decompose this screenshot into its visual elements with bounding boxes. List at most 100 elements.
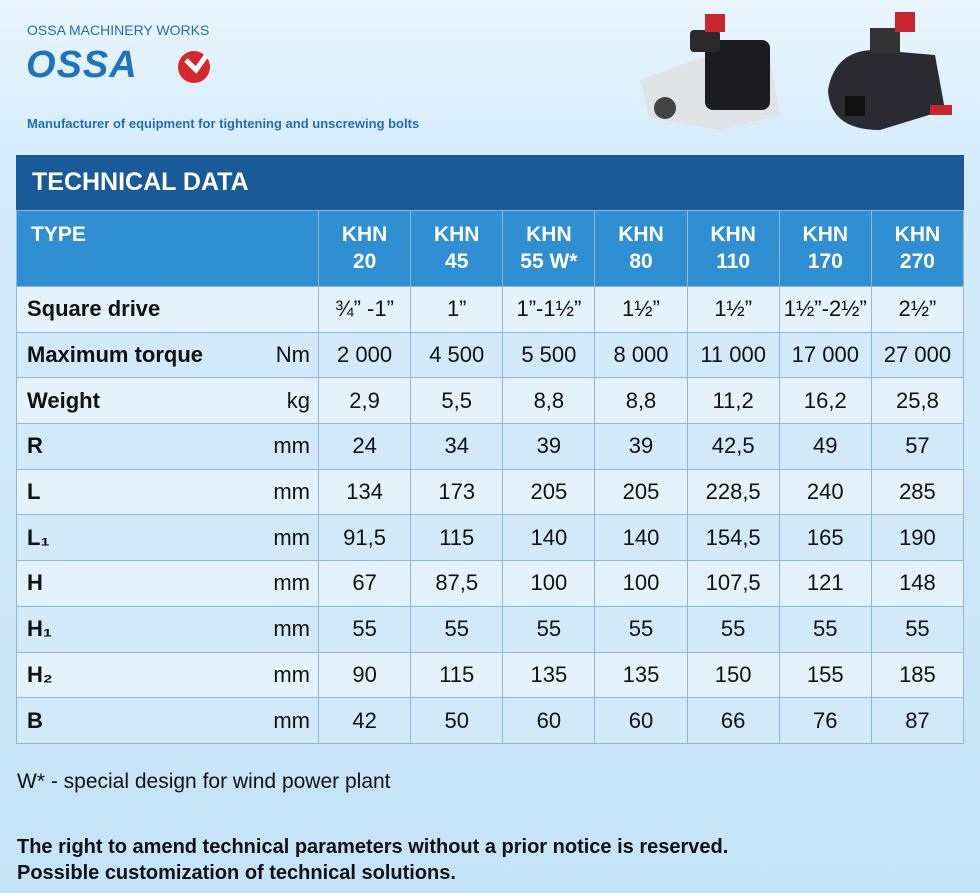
cell: 134 — [318, 468, 412, 516]
cell: 205 — [594, 468, 688, 516]
cell: 205 — [502, 468, 596, 516]
cell: 150 — [686, 651, 780, 699]
cell: 39 — [502, 423, 596, 470]
table-head: TYPE KHN 20 KHN 45 KHN 55 W* KHN 80 KHN 110 KH… — [15, 210, 965, 287]
cell: 42 — [318, 697, 412, 744]
cell: 1½” — [686, 286, 780, 333]
cell: 57 — [870, 423, 965, 470]
cell: 2½” — [870, 286, 965, 333]
cell: 1” — [410, 286, 504, 333]
cell: 8,8 — [594, 377, 688, 425]
column-header: KHN 110 — [686, 210, 780, 287]
row-label: Square drive — [16, 286, 232, 333]
cell: 60 — [502, 697, 596, 744]
cell: 100 — [502, 560, 596, 607]
cell: 11,2 — [686, 377, 780, 425]
cell: 107,5 — [686, 560, 780, 607]
header-row: TYPE KHN 20 KHN 45 KHN 55 W* KHN 80 KHN 110 KH… — [15, 210, 965, 287]
cell: 115 — [410, 514, 504, 562]
row-unit: mm — [231, 560, 320, 607]
technical-table: TECHNICAL DATA TYPE KHN 20 KHN 45 KHN 55 W*… — [15, 155, 965, 744]
cell: 24 — [318, 423, 412, 470]
column-header: TYPE — [15, 210, 320, 287]
row-label: L₁ — [16, 514, 232, 562]
column-header: KHN 20 — [318, 210, 412, 287]
row-label: L — [16, 468, 232, 516]
row-label: B — [16, 697, 232, 744]
table-body: Square drive ¾” -1” 1” 1”-1½” 1½” 1½” 1½”-2½” 2… — [16, 286, 965, 744]
cell: 60 — [594, 697, 688, 744]
cell: 100 — [594, 560, 688, 607]
tool-image — [640, 14, 780, 130]
header: OSSA MACHINERY WORKS OSSA Manufacturer o… — [0, 0, 980, 155]
row-unit — [231, 286, 320, 333]
cell: 1½”-2½” — [778, 286, 872, 333]
cell: 55 — [778, 605, 872, 653]
cell: 135 — [594, 651, 688, 699]
cell: 55 — [318, 605, 412, 653]
cell: 115 — [410, 651, 504, 699]
footnote: W* - special design for wind power plant — [17, 770, 391, 793]
cell: 135 — [502, 651, 596, 699]
table-row: Square drive ¾” -1” 1” 1”-1½” 1½” 1½” 1½”-2½” 2… — [16, 286, 965, 333]
row-unit: mm — [231, 605, 320, 653]
data-table: TYPE KHN 20 KHN 45 KHN 55 W* KHN 80 KHN 110 KH… — [15, 210, 965, 744]
row-unit: mm — [231, 697, 320, 744]
cell: 8,8 — [502, 377, 596, 425]
cell: 55 — [502, 605, 596, 653]
row-label: Weight — [16, 377, 232, 425]
cell: 121 — [778, 560, 872, 607]
cell: 190 — [870, 514, 965, 562]
tagline: Manufacturer of equipment for tightening… — [27, 116, 420, 131]
cell: 34 — [410, 423, 504, 470]
notice-line: The right to amend technical parameters … — [17, 836, 729, 858]
cell: 1”-1½” — [502, 286, 596, 333]
column-header: KHN 170 — [778, 210, 872, 287]
cell: 228,5 — [686, 468, 780, 516]
table-row: L₁ mm 91,5 115 140 140 154,5 165 190 — [16, 514, 965, 562]
cell: 87,5 — [410, 560, 504, 607]
cell: 173 — [410, 468, 504, 516]
cell: 154,5 — [686, 514, 780, 562]
cell: 90 — [318, 651, 412, 699]
column-header: KHN 55 W* — [502, 210, 596, 287]
company-name: OSSA MACHINERY WORKS — [27, 22, 210, 38]
column-header: KHN 80 — [594, 210, 688, 287]
row-unit: mm — [231, 423, 320, 470]
cell: 140 — [594, 514, 688, 562]
cell: 67 — [318, 560, 412, 607]
cell: 55 — [870, 605, 965, 653]
cell: 285 — [870, 468, 965, 516]
cell: 17 000 — [778, 331, 872, 379]
cell: 39 — [594, 423, 688, 470]
table-row: Maximum torque Nm 2 000 4 500 5 500 8 000 11 0… — [16, 331, 965, 379]
cell: 55 — [410, 605, 504, 653]
table-row: H₂ mm 90 115 135 135 150 155 185 — [16, 651, 965, 699]
cell: 66 — [686, 697, 780, 744]
row-unit: mm — [231, 468, 320, 516]
cell: 55 — [686, 605, 780, 653]
cell: 49 — [778, 423, 872, 470]
cell: ¾” -1” — [318, 286, 412, 333]
cell: 91,5 — [318, 514, 412, 562]
cell: 55 — [594, 605, 688, 653]
cell: 2 000 — [318, 331, 412, 379]
cell: 11 000 — [686, 331, 780, 379]
row-unit: mm — [231, 651, 320, 699]
cell: 25,8 — [870, 377, 965, 425]
column-header: KHN 270 — [870, 210, 965, 287]
table-title: TECHNICAL DATA — [16, 155, 964, 210]
cell: 165 — [778, 514, 872, 562]
row-label: H₂ — [16, 651, 232, 699]
cell: 185 — [870, 651, 965, 699]
notice: The right to amend technical parameters … — [17, 834, 728, 886]
cell: 27 000 — [870, 331, 965, 379]
column-header: KHN 45 — [410, 210, 504, 287]
cell: 76 — [778, 697, 872, 744]
cell: 42,5 — [686, 423, 780, 470]
